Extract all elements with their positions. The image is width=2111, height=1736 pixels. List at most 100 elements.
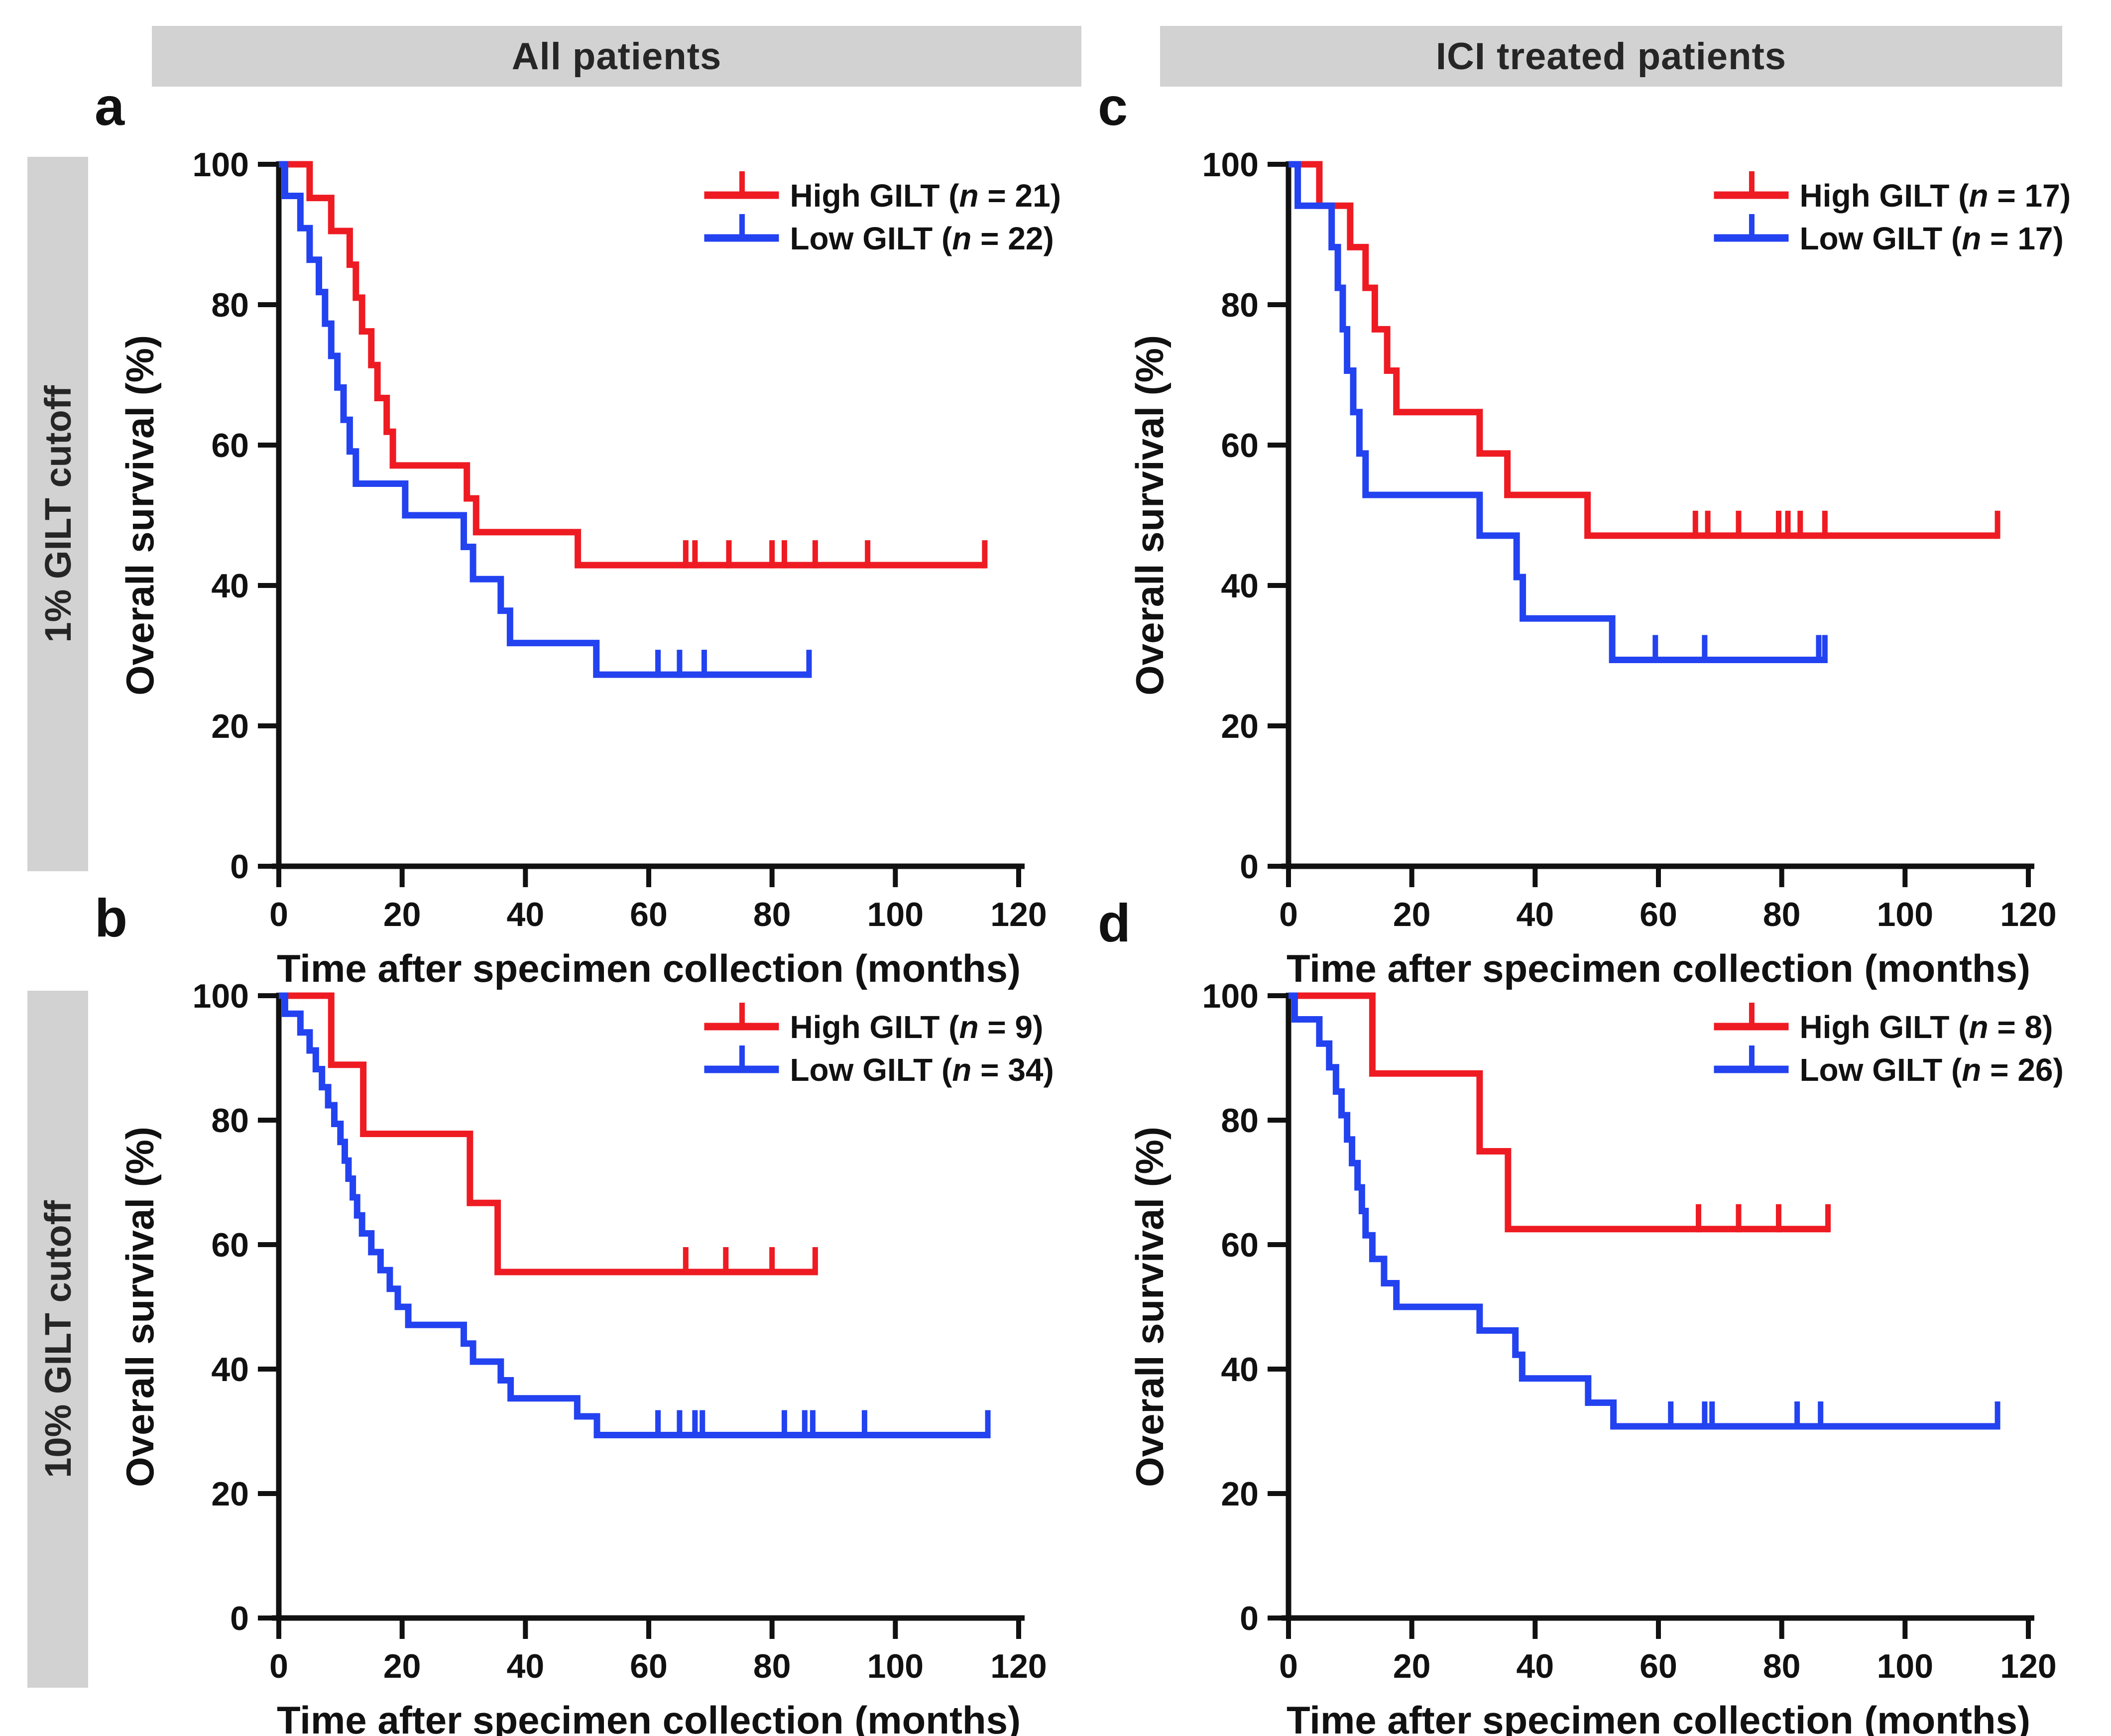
y-tick-label: 60 (1221, 427, 1259, 464)
legend-c: High GILT (n = 17) Low GILT (n = 17) (1714, 171, 2071, 256)
x-tick-label: 40 (507, 1647, 545, 1685)
column-header-ici-treated-patients: ICI treated patients (1160, 26, 2062, 87)
y-tick-label: 100 (1202, 977, 1259, 1015)
x-axis-title: Time after specimen collection (months) (277, 946, 1021, 990)
km-curve-low-gilt (279, 992, 988, 1438)
x-tick-label: 0 (269, 1647, 288, 1685)
legend-label-high-gilt: High GILT (n = 8) (1799, 1009, 2053, 1045)
legend-d: High GILT (n = 8) Low GILT (n = 26) (1714, 1003, 2064, 1088)
panel-letter-a: a (95, 76, 125, 136)
censor-ticks-high-gilt (1695, 1204, 1831, 1233)
y-tick-label: 40 (211, 1351, 249, 1389)
x-tick-label: 60 (630, 896, 668, 933)
censor-ticks-high-gilt (683, 1247, 818, 1275)
km-curve-low-gilt (1289, 161, 1825, 663)
x-axis-title: Time after specimen collection (months) (277, 1698, 1021, 1736)
x-tick-label: 20 (1393, 1647, 1431, 1685)
y-tick-label: 0 (1240, 848, 1259, 886)
legend-n-italic: n (959, 178, 979, 214)
y-tick-label: 80 (1221, 286, 1259, 324)
column-header-all-patients: All patients (152, 26, 1081, 87)
legend-n-italic: n (1962, 1052, 1981, 1088)
y-tick-label: 60 (211, 1226, 249, 1264)
x-tick-label: 100 (1877, 896, 1933, 933)
x-tick-label: 120 (2000, 1647, 2056, 1685)
legend-n-italic: n (1969, 1009, 1989, 1045)
row-label-10pct-gilt-cutoff: 10% GILT cutoff (27, 991, 88, 1688)
x-tick-label: 100 (867, 1647, 924, 1685)
x-tick-label: 40 (1517, 896, 1554, 933)
x-tick-label: 60 (1640, 896, 1677, 933)
km-curve-low-gilt (279, 161, 809, 678)
x-tick-label: 80 (1763, 1647, 1801, 1685)
legend-n-italic: n (1969, 178, 1989, 214)
x-tick-label: 120 (2000, 896, 2056, 933)
km-panel-a: 0 20 40 60 80 100 120 0 20 40 60 80 100 Time after sp… (118, 146, 1061, 990)
y-tick-label: 40 (1221, 1351, 1259, 1389)
y-tick-label: 0 (230, 848, 249, 886)
y-tick-label: 80 (1221, 1102, 1259, 1140)
x-tick-label: 120 (990, 896, 1047, 933)
panel-letter-d: d (1098, 893, 1131, 953)
censor-ticks-low-gilt (1652, 635, 1828, 663)
y-tick-label: 20 (211, 1475, 249, 1513)
legend-label-low-gilt: Low GILT (n = 26) (1799, 1052, 2063, 1088)
y-tick-label: 60 (211, 427, 249, 464)
y-tick-label: 100 (193, 977, 249, 1015)
y-tick-label: 60 (1221, 1226, 1259, 1264)
legend-a: High GILT (n = 21) Low GILT (n = 22) (704, 171, 1061, 256)
km-panel-b: 0 20 40 60 80 100 120 0 20 40 60 80 100 Time after sp… (118, 977, 1054, 1736)
x-tick-label: 0 (1279, 1647, 1298, 1685)
km-curve-low-gilt (1289, 992, 1998, 1430)
x-tick-label: 80 (753, 1647, 791, 1685)
y-tick-label: 20 (1221, 1475, 1259, 1513)
legend-label-low-gilt: Low GILT (n = 17) (1799, 221, 2063, 256)
km-panel-c: 0 20 40 60 80 100 120 0 20 40 60 80 100 Time after sp… (1128, 146, 2071, 990)
x-tick-label: 80 (1763, 896, 1801, 933)
y-tick-label: 100 (193, 146, 249, 184)
legend-label-low-gilt: Low GILT (n = 22) (790, 221, 1054, 256)
x-tick-label: 120 (990, 1647, 1047, 1685)
x-tick-label: 100 (867, 896, 924, 933)
y-axis-title: Overall survival (%) (118, 1127, 162, 1487)
y-axis-title: Overall survival (%) (1128, 335, 1172, 695)
x-tick-label: 0 (269, 896, 288, 933)
y-tick-label: 0 (1240, 1600, 1259, 1637)
x-tick-label: 100 (1877, 1647, 1933, 1685)
x-axis-title: Time after specimen collection (months) (1287, 946, 2030, 990)
x-tick-label: 60 (1640, 1647, 1677, 1685)
legend-label-low-gilt: Low GILT (n = 34) (790, 1052, 1054, 1088)
x-tick-label: 20 (383, 1647, 421, 1685)
y-tick-label: 80 (211, 1102, 249, 1140)
panel-letter-c: c (1098, 76, 1128, 136)
y-tick-label: 40 (1221, 567, 1259, 605)
censor-ticks-high-gilt (1692, 510, 2000, 539)
x-tick-label: 40 (507, 896, 545, 933)
x-tick-label: 0 (1279, 896, 1298, 933)
censor-ticks-low-gilt (1668, 1401, 2000, 1430)
legend-n-italic: n (952, 221, 971, 256)
km-panel-d: 0 20 40 60 80 100 120 0 20 40 60 80 100 Time after sp… (1128, 977, 2064, 1736)
x-tick-label: 40 (1517, 1647, 1554, 1685)
legend-label-high-gilt: High GILT (n = 21) (790, 178, 1061, 214)
censor-ticks-high-gilt (683, 540, 988, 569)
km-curve-high-gilt (279, 161, 985, 569)
x-axis-title: Time after specimen collection (months) (1287, 1698, 2030, 1736)
km-curve-high-gilt (279, 992, 816, 1275)
x-tick-label: 80 (753, 896, 791, 933)
censor-ticks-low-gilt (655, 650, 812, 678)
x-tick-label: 60 (630, 1647, 668, 1685)
km-curve-high-gilt (1289, 161, 1998, 539)
x-tick-label: 20 (1393, 896, 1431, 933)
y-tick-label: 0 (230, 1600, 249, 1637)
censor-ticks-low-gilt (655, 1410, 991, 1438)
panel-letter-b: b (95, 888, 127, 948)
legend-b: High GILT (n = 9) Low GILT (n = 34) (704, 1003, 1054, 1088)
legend-n-italic: n (952, 1052, 971, 1088)
y-axis-title: Overall survival (%) (118, 335, 162, 695)
legend-n-italic: n (1962, 221, 1981, 256)
y-tick-label: 40 (211, 567, 249, 605)
x-tick-label: 20 (383, 896, 421, 933)
